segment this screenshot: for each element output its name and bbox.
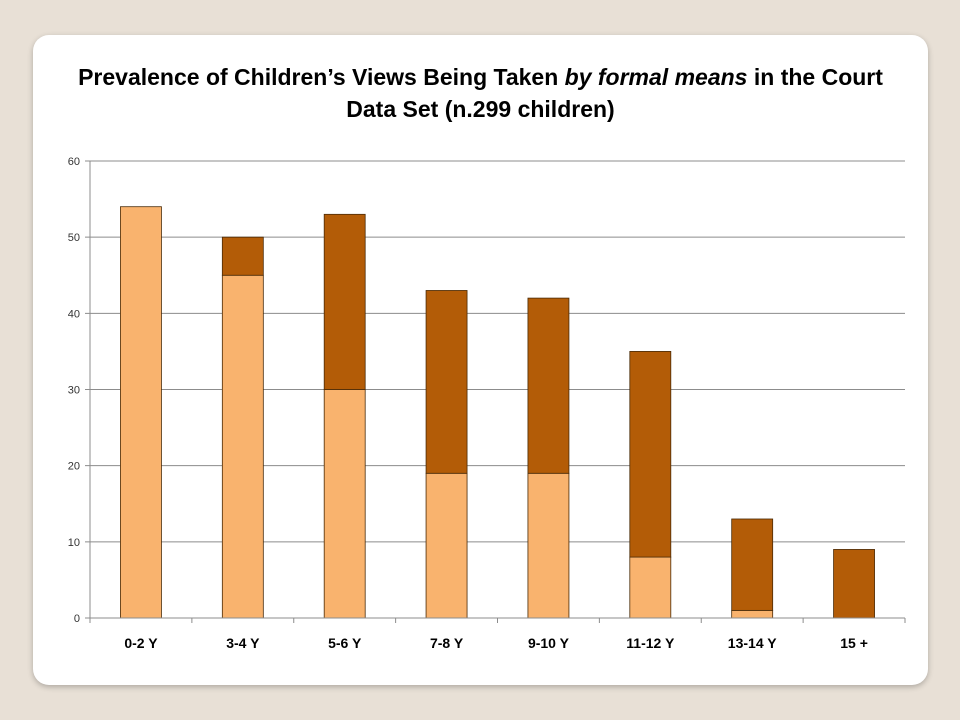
bar-segment-series-1 bbox=[221, 274, 264, 619]
stacked-bar-chart: 0 10 20 30 40 50 60 0-2 Y 3-4 Y 5-6 Y 7-8 Y 9-10 Y 1… bbox=[68, 156, 906, 651]
y-tick-label: 0 bbox=[74, 613, 80, 625]
x-category-label: 9-10 Y bbox=[528, 635, 570, 651]
bar-segment-series-1 bbox=[527, 472, 570, 619]
y-tick-label: 40 bbox=[68, 308, 80, 320]
x-category-label: 7-8 Y bbox=[430, 635, 464, 651]
bar-segment-series-1 bbox=[120, 206, 162, 619]
x-category-label: 11-12 Y bbox=[626, 635, 675, 651]
x-category-label: 15 + bbox=[840, 635, 868, 651]
x-category-label: 5-6 Y bbox=[328, 635, 362, 651]
bar-segment-series-1 bbox=[731, 609, 774, 619]
x-category-label: 3-4 Y bbox=[226, 635, 260, 651]
bar-segment-series-2 bbox=[731, 518, 774, 611]
chart-title-part: in the Court Data Set (n.299 children) bbox=[346, 64, 883, 122]
x-category-label: 13-14 Y bbox=[728, 635, 777, 651]
bar-segment-series-2 bbox=[221, 236, 264, 276]
chart-title-part: by formal means bbox=[564, 64, 748, 90]
bar-segment-series-2 bbox=[425, 290, 468, 474]
chart-title: Prevalence of Children’s Views Being Tak… bbox=[53, 61, 908, 125]
chart-title-part: Prevalence of Children’s Views Being Tak… bbox=[78, 64, 565, 90]
slide-panel: Prevalence of Children’s Views Being Tak… bbox=[33, 35, 928, 685]
x-category-label: 0-2 Y bbox=[124, 635, 158, 651]
bar-segment-series-1 bbox=[629, 556, 672, 619]
bar-segment-series-2 bbox=[323, 213, 366, 390]
bar-segment-series-2 bbox=[833, 549, 875, 619]
y-tick-label: 20 bbox=[68, 461, 80, 473]
bar-segment-series-1 bbox=[323, 389, 366, 619]
bar-segment-series-2 bbox=[629, 351, 672, 558]
y-tick-label: 50 bbox=[68, 232, 80, 244]
y-tick-label: 60 bbox=[68, 156, 80, 168]
bar-segment-series-1 bbox=[425, 472, 468, 619]
bar-segment-series-2 bbox=[527, 297, 570, 474]
y-tick-label: 30 bbox=[68, 385, 80, 397]
y-tick-label: 10 bbox=[68, 537, 80, 549]
